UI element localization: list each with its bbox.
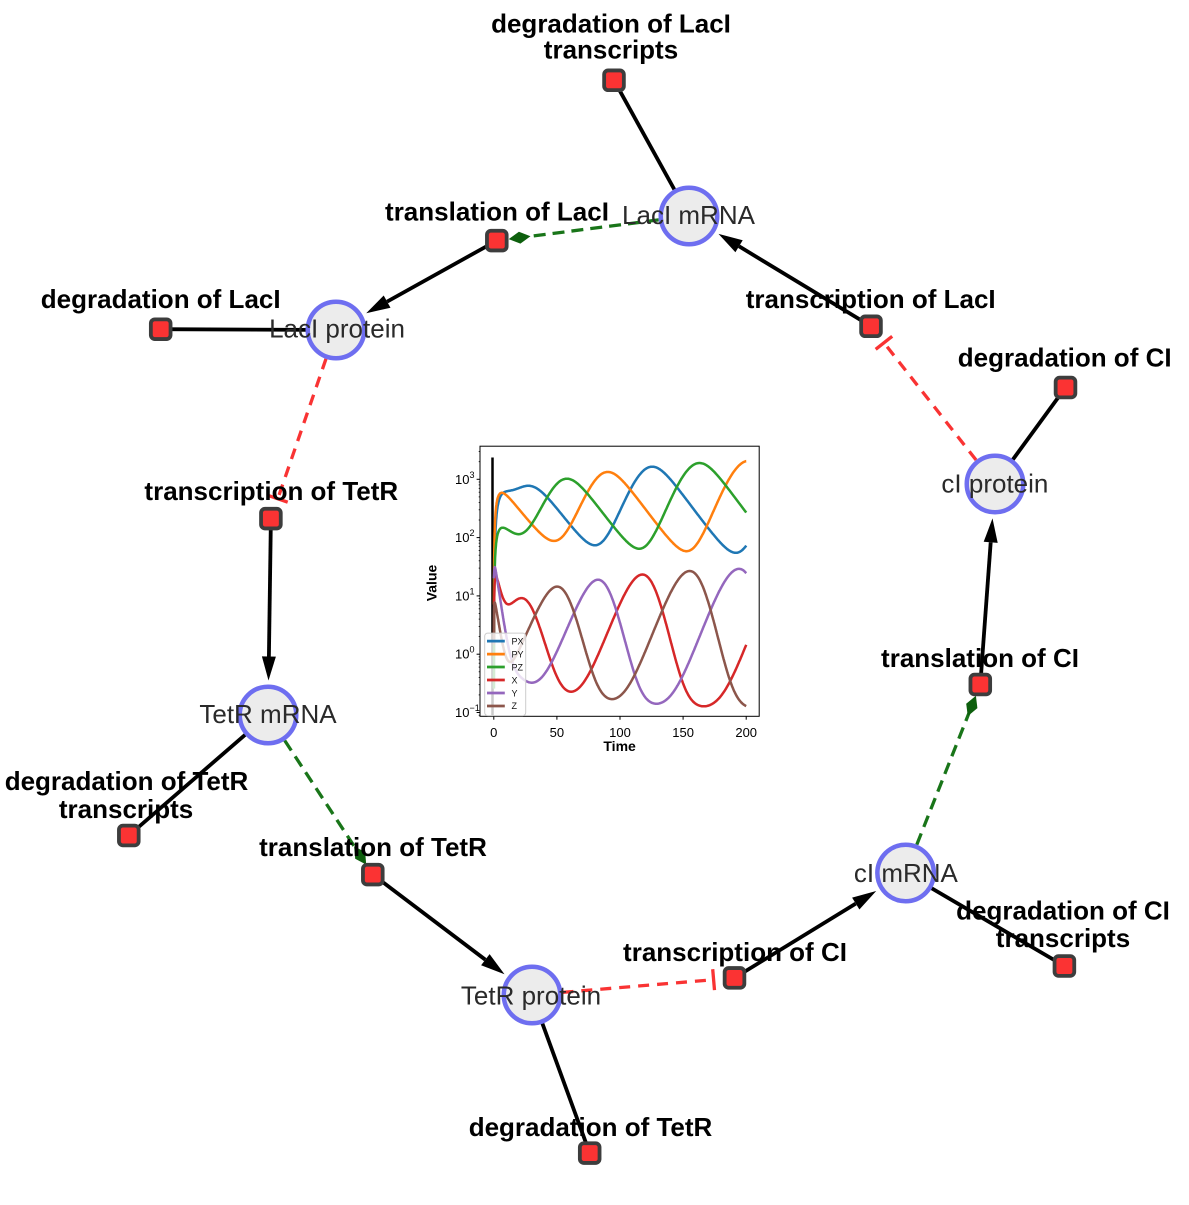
- svg-text:translation of TetR: translation of TetR: [259, 832, 487, 862]
- svg-text:Y: Y: [512, 688, 518, 698]
- svg-text:PZ: PZ: [512, 662, 524, 672]
- svg-text:X: X: [512, 675, 518, 685]
- svg-text:1: 1: [470, 586, 475, 596]
- svg-text:translation of CI: translation of CI: [881, 643, 1079, 673]
- svg-text:10: 10: [455, 588, 469, 603]
- svg-text:PX: PX: [512, 636, 524, 646]
- svg-text:degradation of CI: degradation of CI: [958, 342, 1172, 372]
- svg-text:degradation of TetR: degradation of TetR: [5, 766, 249, 796]
- svg-text:degradation of TetR: degradation of TetR: [469, 1112, 713, 1142]
- svg-text:TetR protein: TetR protein: [461, 981, 601, 1011]
- svg-text:2: 2: [470, 528, 475, 538]
- svg-text:10: 10: [455, 530, 469, 545]
- svg-text:Z: Z: [512, 701, 518, 711]
- svg-text:100: 100: [609, 725, 631, 740]
- svg-text:transcripts: transcripts: [996, 923, 1130, 953]
- svg-text:0: 0: [470, 645, 475, 655]
- svg-text:LacI mRNA: LacI mRNA: [622, 200, 756, 230]
- svg-text:transcription of TetR: transcription of TetR: [144, 476, 398, 506]
- svg-text:0: 0: [490, 725, 497, 740]
- svg-text:−1: −1: [470, 703, 480, 713]
- svg-text:10: 10: [455, 472, 469, 487]
- svg-text:LacI protein: LacI protein: [269, 314, 405, 344]
- svg-text:50: 50: [550, 725, 564, 740]
- svg-text:200: 200: [735, 725, 757, 740]
- svg-text:PY: PY: [512, 649, 524, 659]
- svg-text:10: 10: [455, 705, 469, 720]
- svg-text:transcripts: transcripts: [544, 34, 678, 64]
- svg-text:cI mRNA: cI mRNA: [854, 858, 959, 888]
- svg-text:3: 3: [470, 470, 475, 480]
- svg-text:Value: Value: [424, 565, 440, 602]
- svg-text:cI protein: cI protein: [941, 469, 1048, 499]
- svg-text:TetR mRNA: TetR mRNA: [199, 699, 337, 729]
- svg-text:transcription of CI: transcription of CI: [623, 937, 847, 967]
- svg-text:transcripts: transcripts: [59, 794, 193, 824]
- svg-text:10: 10: [455, 647, 469, 662]
- svg-text:transcription of LacI: transcription of LacI: [746, 284, 996, 314]
- svg-text:translation of LacI: translation of LacI: [385, 197, 609, 227]
- svg-text:Time: Time: [603, 738, 636, 754]
- svg-text:degradation of LacI: degradation of LacI: [41, 284, 281, 314]
- svg-text:150: 150: [672, 725, 694, 740]
- svg-text:degradation of LacI: degradation of LacI: [491, 8, 731, 38]
- svg-text:degradation of CI: degradation of CI: [956, 896, 1170, 926]
